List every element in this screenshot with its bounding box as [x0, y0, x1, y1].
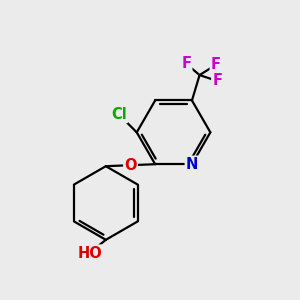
Text: O: O	[124, 158, 137, 173]
Text: F: F	[181, 56, 191, 71]
Text: N: N	[186, 157, 198, 172]
Text: F: F	[212, 74, 222, 88]
Text: F: F	[211, 57, 221, 72]
Text: HO: HO	[77, 246, 102, 261]
Text: Cl: Cl	[111, 107, 127, 122]
